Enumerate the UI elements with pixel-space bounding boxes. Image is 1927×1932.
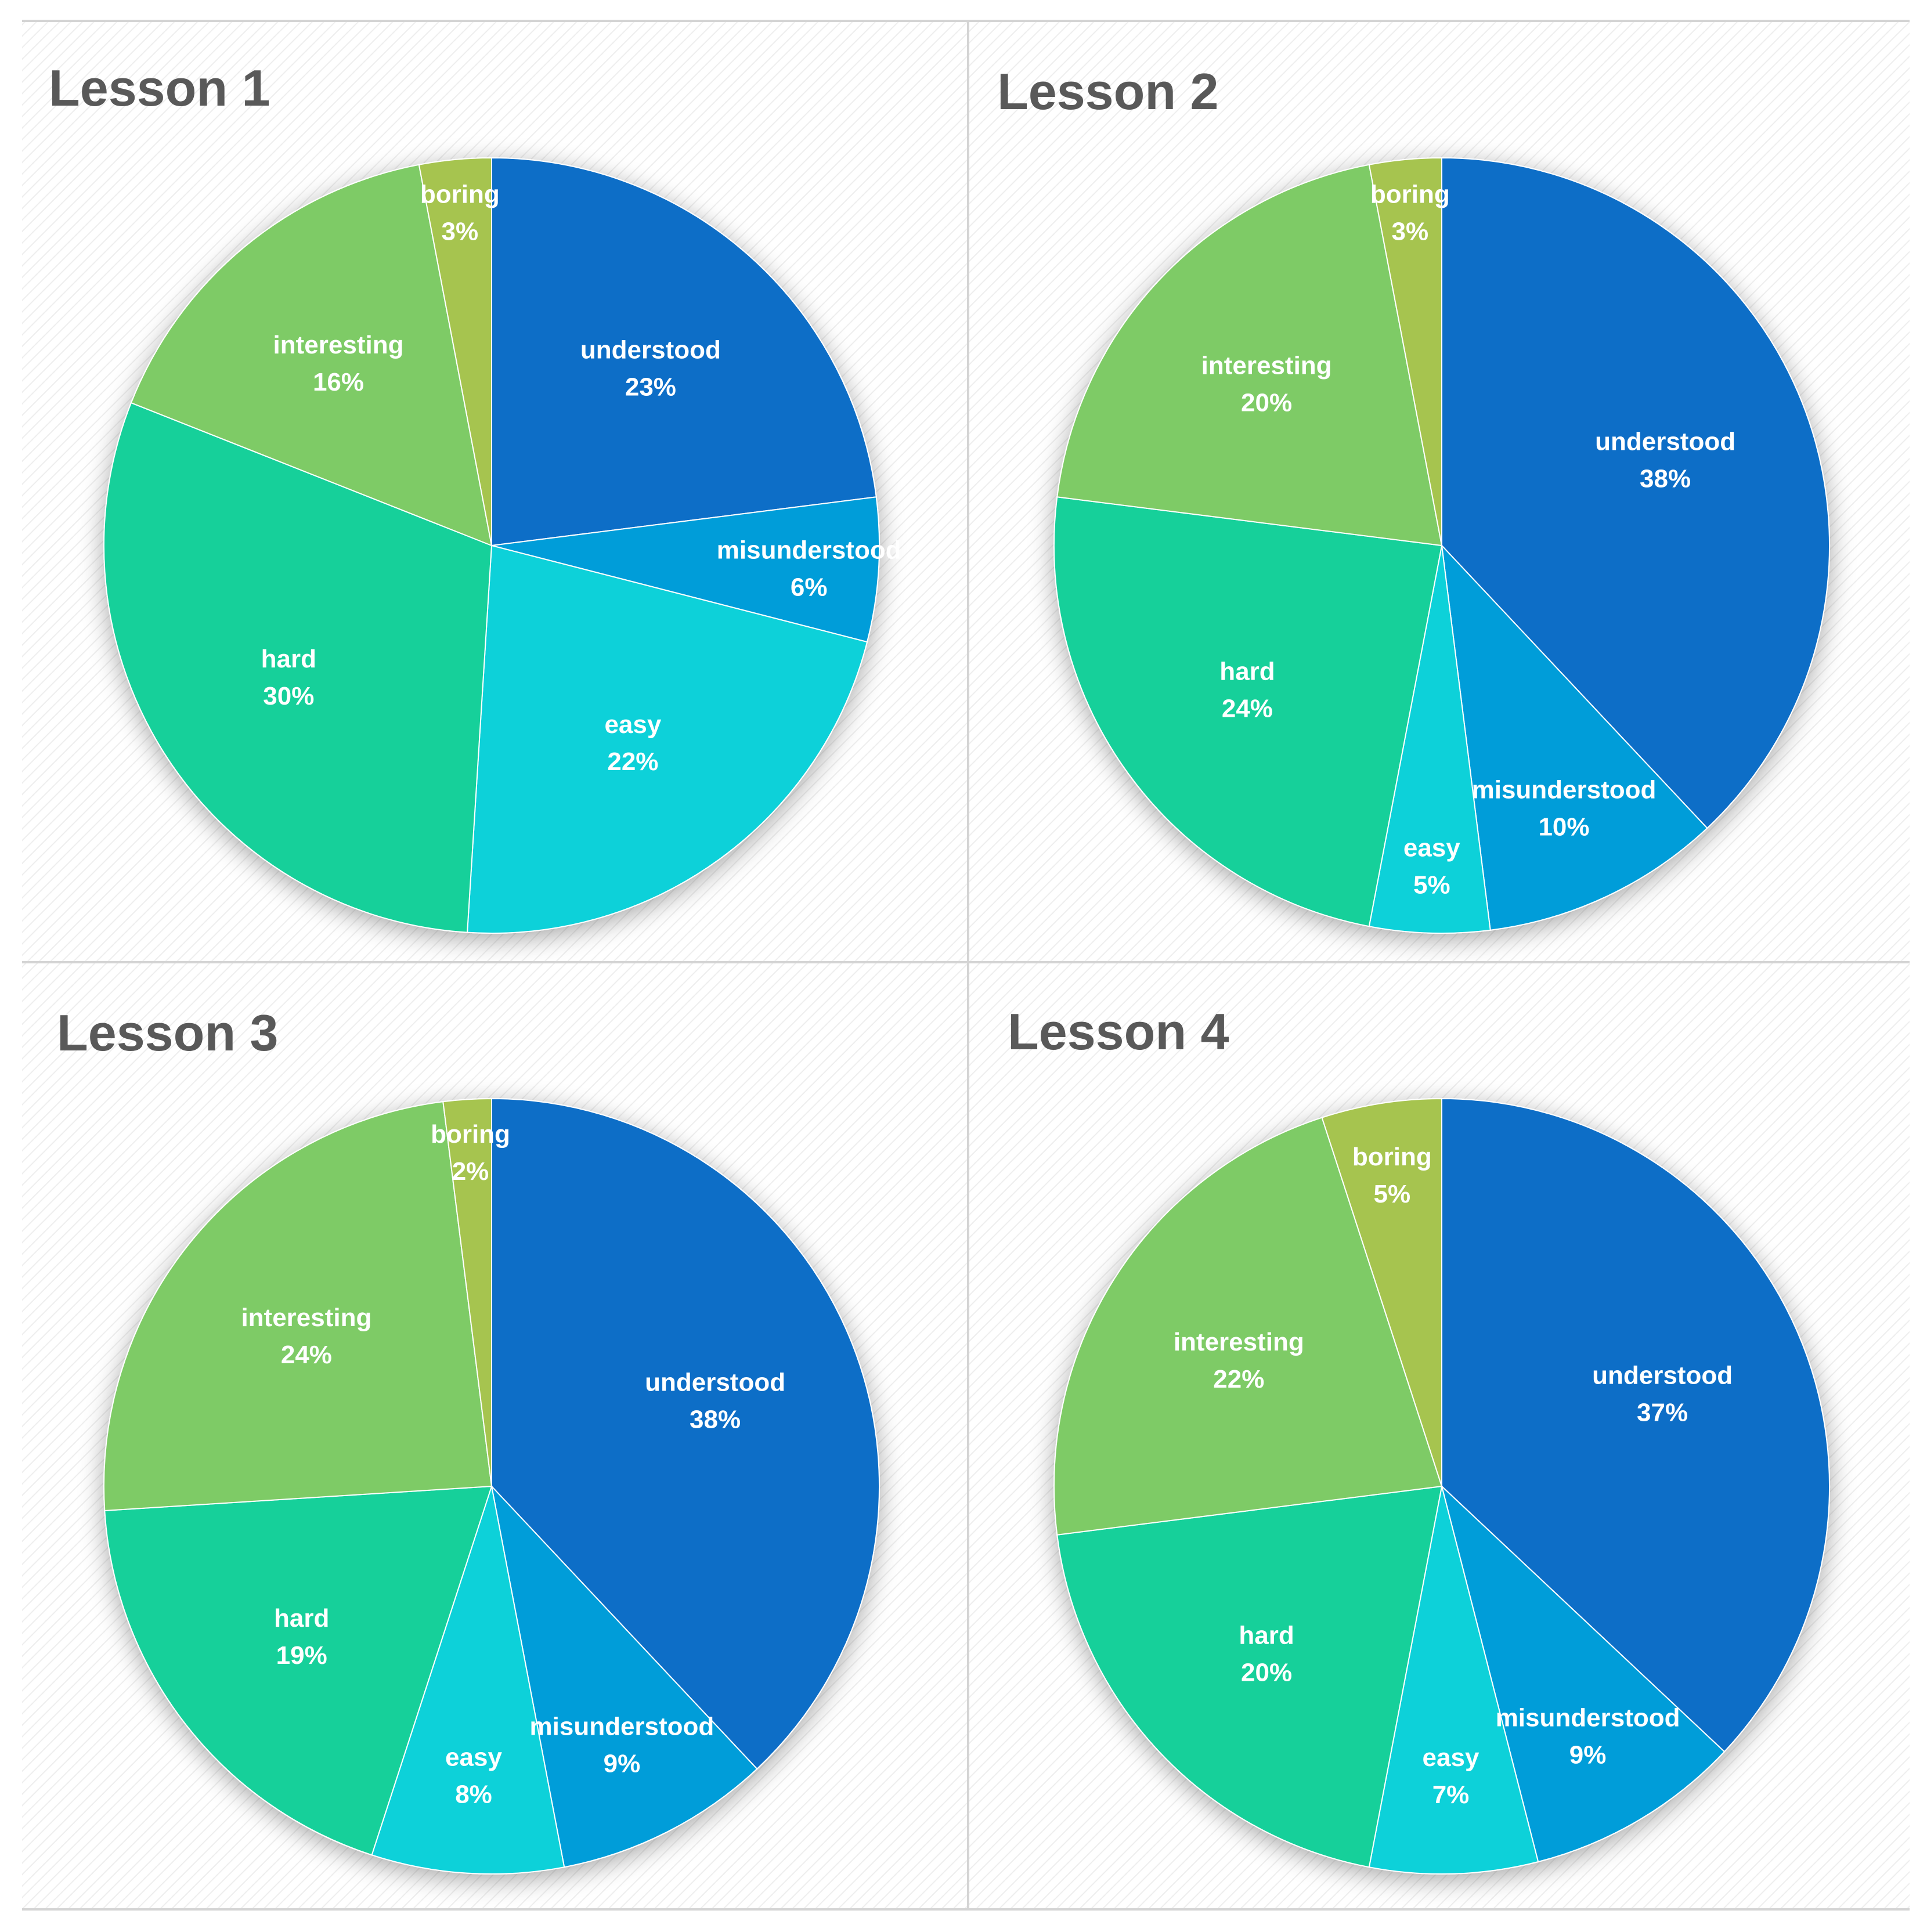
slice-percent-hard-lesson-3: 19% [276,1641,327,1670]
slice-label-understood-lesson-3: understood [645,1368,785,1397]
slice-percent-boring-lesson-1: 3% [442,217,479,245]
chart-title-lesson-2: Lesson 2 [997,63,1218,120]
slice-percent-easy-lesson-2: 5% [1413,871,1450,900]
slice-label-boring-lesson-4: boring [1352,1143,1432,1171]
pie-slice-misunderstood-lesson-1 [491,496,880,643]
chart-title-lesson-3: Lesson 3 [57,1004,278,1061]
slice-percent-understood-lesson-4: 37% [1637,1399,1688,1427]
slice-label-understood-lesson-2: understood [1595,428,1735,456]
slice-percent-interesting-lesson-1: 16% [313,368,364,396]
slice-percent-misunderstood-lesson-3: 9% [604,1749,641,1778]
pie-slice-easy-lesson-4 [1368,1486,1539,1875]
pie-labels-lesson-2: understood 38% misunderstood 10% easy 5% hard 2… [1201,180,1735,899]
pie-slice-easy-lesson-3 [371,1486,565,1875]
slice-percent-interesting-lesson-4: 22% [1213,1365,1264,1393]
slice-label-easy-lesson-4: easy [1423,1743,1479,1772]
pie-slice-hard-lesson-2 [1053,496,1443,927]
pie-lesson-4 [1053,1097,1830,1875]
slice-label-easy-lesson-1: easy [604,710,661,739]
slice-percent-hard-lesson-2: 24% [1222,694,1273,723]
slice-label-interesting-lesson-1: interesting [273,331,404,359]
pie-slice-understood-lesson-1 [491,157,877,547]
slice-percent-easy-lesson-1: 22% [607,747,658,776]
slice-percent-hard-lesson-1: 30% [263,682,314,710]
pie-slice-hard-lesson-1 [103,402,493,933]
slice-percent-easy-lesson-3: 8% [455,1780,492,1808]
slice-label-boring-lesson-2: boring [1370,180,1450,208]
slice-percent-hard-lesson-4: 20% [1241,1659,1292,1687]
pie-slice-hard-lesson-4 [1056,1485,1443,1868]
pie-slice-misunderstood-lesson-4 [1441,1484,1726,1863]
pie-slice-understood-lesson-4 [1441,1097,1830,1753]
pie-lesson-2 [1053,157,1830,934]
pie-slice-misunderstood-lesson-3 [490,1484,758,1868]
slice-label-misunderstood-lesson-2: misunderstood [1472,775,1657,804]
slice-percent-interesting-lesson-2: 20% [1241,389,1292,417]
slice-percent-understood-lesson-2: 38% [1640,465,1691,493]
pie-slice-interesting-lesson-2 [1056,164,1443,547]
pie-slice-interesting-lesson-3 [103,1101,493,1512]
chart-title-lesson-1: Lesson 1 [49,59,270,117]
slice-label-hard-lesson-1: hard [261,645,316,673]
slice-percent-understood-lesson-1: 23% [625,373,676,401]
pie-slice-boring-lesson-2 [1368,157,1442,546]
pie-panel-lesson-1: Lesson 1 understood 23% misunderstood 6% eas… [49,59,901,934]
slice-label-boring-lesson-1: boring [420,180,500,208]
slice-label-understood-lesson-1: understood [580,335,721,364]
pie-slice-easy-lesson-1 [466,544,868,934]
pie-slice-boring-lesson-1 [418,157,492,546]
pie-slice-misunderstood-lesson-2 [1441,544,1708,931]
slice-percent-easy-lesson-4: 7% [1432,1781,1470,1809]
slice-label-easy-lesson-2: easy [1403,834,1460,862]
slice-label-understood-lesson-4: understood [1592,1362,1733,1390]
pie-panel-lesson-2: Lesson 2 understood 38% misunderstood 10% ea… [997,63,1830,934]
slice-percent-boring-lesson-4: 5% [1374,1180,1411,1208]
slice-label-hard-lesson-2: hard [1219,657,1275,685]
slice-label-misunderstood-lesson-3: misunderstood [530,1712,714,1740]
slice-percent-misunderstood-lesson-2: 10% [1538,812,1589,841]
slice-label-misunderstood-lesson-4: misunderstood [1496,1704,1680,1732]
pie-lesson-3 [103,1097,880,1875]
pie-panel-lesson-3: Lesson 3 understood 38% misunderstood 9% eas… [57,1004,880,1875]
pie-slice-understood-lesson-3 [491,1097,880,1770]
pie-slice-understood-lesson-2 [1441,157,1830,829]
slice-label-misunderstood-lesson-1: misunderstood [717,536,901,564]
slice-label-hard-lesson-4: hard [1239,1622,1294,1650]
slice-label-easy-lesson-3: easy [445,1743,502,1771]
slice-label-interesting-lesson-3: interesting [241,1303,371,1332]
slice-percent-boring-lesson-3: 2% [452,1157,489,1186]
pie-labels-lesson-4: understood 37% misunderstood 9% easy 7% hard 20… [1174,1143,1733,1809]
slice-percent-boring-lesson-2: 3% [1392,217,1429,245]
slice-label-interesting-lesson-2: interesting [1201,352,1332,380]
slice-label-interesting-lesson-4: interesting [1174,1328,1304,1356]
pie-slice-interesting-lesson-1 [130,164,493,547]
slice-percent-understood-lesson-3: 38% [690,1406,741,1434]
slice-label-boring-lesson-3: boring [431,1120,510,1149]
pie-lesson-1 [103,157,880,934]
pie-slice-easy-lesson-2 [1368,545,1491,934]
pie-slice-hard-lesson-3 [104,1485,493,1856]
pie-slice-boring-lesson-4 [1321,1097,1442,1487]
slice-label-hard-lesson-3: hard [274,1604,329,1633]
pie-slice-boring-lesson-3 [442,1097,492,1487]
pie-panel-lesson-4: Lesson 4 understood 37% misunderstood 9% eas… [1008,1003,1830,1875]
pie-labels-lesson-1: understood 23% misunderstood 6% easy 22% hard 3… [261,180,901,776]
slice-percent-misunderstood-lesson-4: 9% [1569,1741,1607,1770]
pie-slice-interesting-lesson-4 [1053,1117,1443,1536]
pie-labels-lesson-3: understood 38% misunderstood 9% easy 8% hard 19… [241,1120,785,1808]
slice-percent-misunderstood-lesson-1: 6% [791,573,828,601]
slice-percent-interesting-lesson-3: 24% [281,1341,332,1369]
chart-title-lesson-4: Lesson 4 [1008,1003,1229,1060]
